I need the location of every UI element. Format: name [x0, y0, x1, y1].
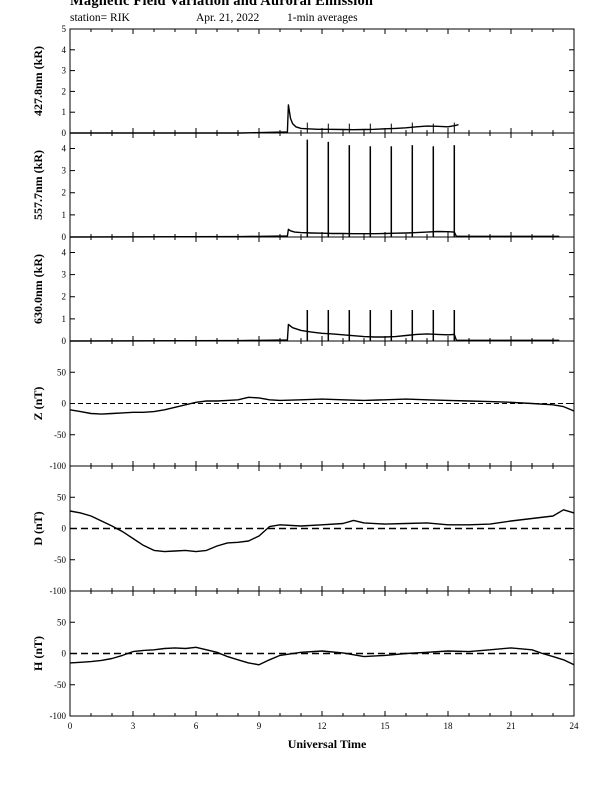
x-tick-label: 3 — [131, 721, 136, 731]
series-line-427 — [70, 104, 459, 134]
x-tick-label: 21 — [507, 721, 516, 731]
x-tick-label: 18 — [444, 721, 454, 731]
date-label: Apr. 21, 2022 — [196, 12, 260, 24]
y-tick-label: 4 — [62, 143, 67, 153]
panel-frame — [69, 132, 575, 238]
y-tick-label: 4 — [62, 45, 67, 55]
y-axis-label-630: 630.0nm (kR) — [31, 254, 45, 324]
y-tick-label: -50 — [54, 555, 66, 565]
y-tick-label: 5 — [62, 24, 67, 34]
y-tick-label: 50 — [57, 617, 67, 627]
panel-frame — [69, 236, 575, 342]
x-tick-label: 24 — [570, 721, 580, 731]
y-tick-label: 2 — [62, 86, 67, 96]
y-tick-label: 1 — [62, 210, 67, 220]
series-line-D — [69, 509, 575, 553]
y-tick-label: 4 — [62, 247, 67, 257]
series-line-H — [69, 646, 575, 666]
series-line-557 — [69, 228, 560, 238]
y-tick-label: 1 — [62, 314, 67, 324]
x-tick-label: 12 — [318, 721, 327, 731]
y-tick-label: 0 — [62, 399, 67, 409]
y-tick-label: 0 — [62, 128, 67, 138]
x-tick-label: 6 — [194, 721, 199, 731]
x-tick-label: 15 — [381, 721, 391, 731]
panel-frame — [69, 28, 575, 134]
panel-557: 0 1 2 3 4 557.7nm (kR) — [31, 132, 575, 242]
y-axis-label-H: H (nT) — [31, 636, 45, 671]
y-tick-label: 0 — [62, 649, 67, 659]
y-tick-label: -100 — [50, 711, 67, 721]
y-tick-label: 2 — [62, 292, 67, 302]
y-tick-label: 2 — [62, 188, 67, 198]
series-line-630 — [69, 323, 560, 342]
x-tick-label: 0 — [68, 721, 73, 731]
panel-H: -100 -50 0 50 H (nT) — [31, 590, 575, 721]
y-tick-label: 3 — [62, 166, 67, 176]
y-tick-label: 3 — [62, 66, 67, 76]
y-axis-label-Z: Z (nT) — [31, 387, 45, 421]
panel-frame — [69, 465, 575, 592]
x-tick-label: 9 — [257, 721, 262, 731]
y-tick-label: 0 — [62, 336, 67, 346]
y-tick-label: -100 — [50, 586, 67, 596]
y-tick-label: 50 — [57, 492, 67, 502]
chart-title: Magnetic Field Variation and Auroral Emi… — [70, 0, 374, 9]
y-axis-label-557: 557.7nm (kR) — [31, 150, 45, 220]
y-tick-label: -100 — [50, 461, 67, 471]
panel-Z: -100 -50 0 50 Z (nT) — [31, 340, 575, 471]
station-label: station= RIK — [70, 12, 130, 24]
panel-630: 0 1 2 3 4 630.0nm (kR) — [31, 236, 575, 346]
y-axis-label-D: D (nT) — [31, 511, 45, 545]
panel-frame — [69, 590, 575, 717]
y-tick-label: 3 — [62, 270, 67, 280]
y-tick-label: -50 — [54, 680, 66, 690]
y-tick-label: 0 — [62, 524, 67, 534]
y-tick-label: 1 — [62, 107, 67, 117]
y-tick-label: -50 — [54, 430, 66, 440]
y-axis-label-427: 427.8nm (kR) — [31, 46, 45, 116]
panel-427: 0 1 2 3 4 5 427.8nm (kR) — [31, 24, 575, 138]
y-tick-label: 0 — [62, 232, 67, 242]
y-tick-label: 50 — [57, 367, 67, 377]
panel-D: -100 -50 0 50 D (nT) — [31, 465, 575, 596]
averaging-label: 1-min averages — [287, 12, 358, 24]
series-line-Z — [69, 396, 575, 415]
x-axis-label: Universal Time — [288, 737, 367, 751]
